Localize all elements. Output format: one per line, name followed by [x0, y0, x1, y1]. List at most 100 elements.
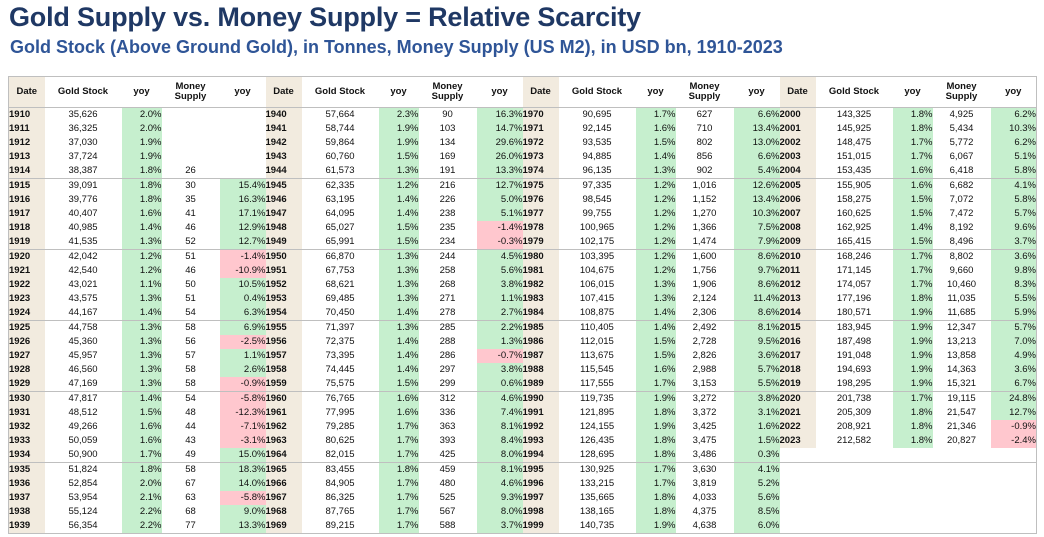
gold-stock-cell: 58,744: [325, 123, 355, 134]
money-yoy-cell: 8.1%: [476, 420, 523, 434]
money-supply-cell: 15,321: [946, 378, 977, 389]
gold-yoy-cell: 1.8%: [121, 178, 162, 193]
year-cell: 1944: [265, 164, 302, 179]
table-row: 1934 50,900 1.7% 49 15.0% 1964 82,015 1.7% 425 8.…: [8, 448, 1037, 463]
gold-stock-cell: 103,395: [558, 249, 636, 264]
gold-yoy-cell: 1.2%: [635, 178, 676, 193]
year-cell: 1992: [522, 420, 559, 434]
year-cell: 2016: [779, 335, 816, 349]
year-cell: 1913: [8, 150, 45, 164]
gold-stock-cell: [816, 448, 893, 463]
gold-yoy-cell: 1.3%: [378, 292, 419, 306]
gold-yoy-cell: [893, 477, 933, 491]
year-cell: 1910: [8, 107, 45, 122]
year-cell: 1987: [522, 349, 559, 363]
money-supply-cell: 90: [418, 107, 477, 122]
money-yoy-cell: -10.9%: [219, 264, 266, 278]
money-yoy-cell: 18.3%: [219, 462, 266, 477]
gold-stock-cell: 38,387: [68, 165, 98, 176]
gold-yoy-cell: 1.6%: [378, 391, 419, 406]
money-supply-cell: 43: [185, 435, 196, 446]
gold-stock-cell: 83,455: [301, 462, 379, 477]
money-supply-cell: 244: [418, 249, 477, 264]
year-cell: 1983: [522, 292, 559, 306]
year-cell: 2014: [779, 306, 816, 321]
money-supply-cell: 567: [439, 506, 456, 517]
money-supply-cell: 7,472: [949, 208, 974, 219]
gold-stock-cell: 180,571: [836, 307, 872, 318]
money-supply-cell: [933, 505, 991, 519]
gold-stock-cell: 165,415: [836, 236, 872, 247]
money-yoy-cell: 6.6%: [733, 150, 780, 164]
money-supply-cell: 1,756: [692, 265, 717, 276]
date-header: Date: [522, 76, 559, 108]
gold-stock-cell: 90,695: [558, 107, 636, 122]
gold-stock-cell: 50,900: [68, 449, 98, 460]
money-supply-cell: 10,460: [946, 279, 977, 290]
money-yoy-cell: 8.3%: [990, 278, 1037, 292]
money-yoy-cell: [990, 519, 1037, 534]
gold-stock-cell: 47,817: [44, 391, 122, 406]
year-cell: 1997: [522, 491, 559, 505]
money-yoy-cell: 6.9%: [219, 320, 266, 335]
gold-stock-cell: 126,435: [579, 435, 615, 446]
gold-stock-cell: 107,415: [579, 293, 615, 304]
money-supply-cell: 13,858: [946, 350, 977, 361]
year-cell: 2002: [779, 136, 816, 150]
year-cell: 1919: [8, 235, 45, 250]
gold-yoy-cell: 1.5%: [378, 377, 419, 392]
money-supply-cell: 8,496: [949, 236, 974, 247]
gold-yoy-cell: 1.2%: [121, 249, 162, 264]
gold-yoy-cell: 1.5%: [635, 136, 676, 150]
gold-stock-cell: 36,325: [68, 123, 98, 134]
gold-stock-cell: 153,435: [836, 165, 872, 176]
money-yoy-cell: 5.5%: [990, 292, 1037, 306]
gold-stock-cell: 48,512: [68, 407, 98, 418]
gold-yoy-cell: 1.6%: [892, 164, 933, 179]
table-row: 1929 47,169 1.3% 58 -0.9% 1959 75,575 1.5% 299 0.…: [8, 377, 1037, 392]
gold-yoy-cell: 1.6%: [121, 207, 162, 221]
gold-yoy-cell: 1.7%: [378, 491, 419, 505]
year-cell: [780, 448, 816, 463]
gold-yoy-cell: 1.7%: [892, 150, 933, 164]
year-cell: [779, 519, 816, 534]
gold-stock-cell: 42,042: [44, 249, 122, 264]
table-row: 1930 47,817 1.4% 54 -5.8% 1960 76,765 1.6% 312 4.…: [8, 391, 1037, 406]
year-cell: 1928: [8, 363, 45, 377]
money-supply-cell: 6,418: [949, 165, 974, 176]
money-supply-cell: 425: [439, 449, 456, 460]
money-supply-cell: 856: [696, 151, 713, 162]
money-supply-cell: [161, 107, 220, 122]
gold-yoy-cell: 1.7%: [892, 278, 933, 292]
year-cell: 1956: [265, 335, 302, 349]
money-yoy-cell: -0.3%: [476, 235, 523, 250]
money-yoy-cell: 16.3%: [476, 107, 523, 122]
money-yoy-cell: 5.4%: [733, 164, 780, 179]
gold-stock-cell: 64,095: [325, 208, 355, 219]
money-yoy-cell: [220, 164, 266, 179]
year-cell: 1929: [8, 377, 45, 392]
table-row: 1910 35,626 2.0% 1940 57,664 2.3% 90 16.3% 1970 9…: [8, 107, 1037, 122]
money-supply-cell: 50: [185, 279, 196, 290]
gold-stock-cell: 183,945: [815, 320, 893, 335]
gold-stock-cell: 100,965: [579, 222, 615, 233]
money-supply-cell: 63: [185, 492, 196, 503]
gold-yoy-cell: 1.8%: [121, 193, 162, 207]
gold-yoy-cell: 1.2%: [635, 207, 676, 221]
year-cell: 1924: [8, 306, 45, 321]
year-cell: 1954: [265, 306, 302, 321]
money-supply-cell: 3,425: [692, 421, 717, 432]
money-yoy-cell: 8.5%: [733, 505, 780, 519]
table-row: 1925 44,758 1.3% 58 6.9% 1955 71,397 1.3% 285 2.2…: [8, 320, 1037, 335]
gold-stock-cell: 79,285: [325, 421, 355, 432]
year-cell: 1959: [265, 377, 302, 392]
year-cell: 1930: [8, 391, 45, 406]
gold-stock-cell: 187,498: [836, 336, 872, 347]
money-yoy-cell: [990, 505, 1037, 519]
year-cell: 2020: [779, 391, 816, 406]
money-supply-cell: 26: [185, 165, 196, 176]
money-yoy-cell: 5.7%: [990, 320, 1037, 335]
money-yoy-cell: 3.6%: [990, 363, 1037, 377]
gold-yoy-cell: 1.6%: [635, 122, 676, 136]
gold-yoy-cell: 1.7%: [892, 249, 933, 264]
